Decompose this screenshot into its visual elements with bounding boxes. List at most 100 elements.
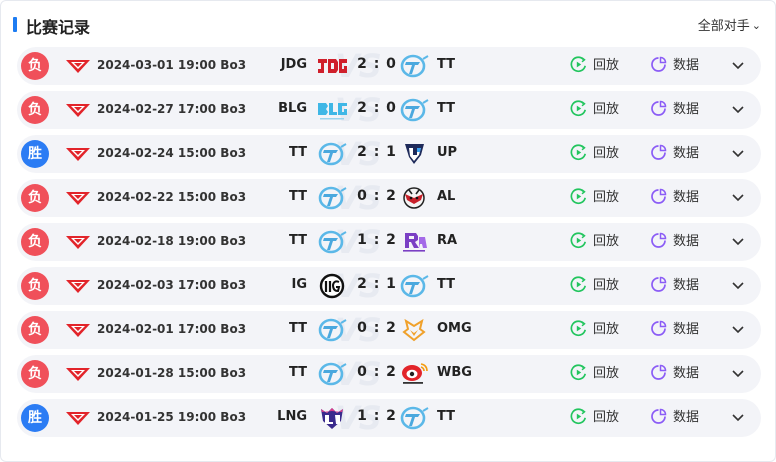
- vs-watermark: VS: [335, 399, 382, 437]
- pie-chart-icon: [650, 320, 667, 337]
- replay-button[interactable]: 回放: [570, 144, 619, 164]
- result-badge: 负: [21, 360, 49, 388]
- pie-chart-icon: [650, 232, 667, 249]
- stats-button[interactable]: 数据: [650, 408, 699, 428]
- match-row[interactable]: 胜 2024-02-24 15:00 Bo3 VS TT 2 : 1 UP 回放 数据: [17, 135, 761, 173]
- opponent-filter-dropdown[interactable]: 全部对手 ⌄: [698, 15, 761, 34]
- team-right-name: RA: [437, 233, 458, 248]
- match-score: 0 : 2: [357, 320, 397, 336]
- pie-chart-icon: [650, 100, 667, 117]
- chevron-down-icon[interactable]: [729, 278, 747, 294]
- stats-button[interactable]: 数据: [650, 56, 699, 76]
- lpl-league-icon: [65, 102, 91, 118]
- tt-logo: [315, 361, 349, 387]
- match-row[interactable]: 负 2024-01-28 15:00 Bo3 VS TT 0 : 2 WBG 回放 数据: [17, 355, 761, 393]
- replay-label: 回放: [593, 190, 620, 205]
- vs-watermark: VS: [335, 47, 382, 85]
- jdg-logo: [315, 53, 349, 79]
- stats-label: 数据: [673, 278, 700, 293]
- panel-header: 比赛记录 全部对手 ⌄: [13, 11, 765, 37]
- match-score: 1 : 2: [357, 408, 397, 424]
- match-datetime: 2024-02-22 15:00 Bo3: [97, 190, 247, 204]
- chevron-down-icon[interactable]: [729, 234, 747, 250]
- replay-button[interactable]: 回放: [570, 276, 619, 296]
- tt-logo: [397, 405, 431, 431]
- team-left-name: TT: [288, 145, 307, 160]
- match-row[interactable]: 负 2024-02-27 17:00 Bo3 VS BLG 2 : 0 TT 回放 数据: [17, 91, 761, 129]
- match-row[interactable]: 负 2024-02-03 17:00 Bo3 VS IG 2 : 1 TT 回放 数据: [17, 267, 761, 305]
- match-row[interactable]: 胜 2024-01-25 19:00 Bo3 VS LNG 1 : 2 TT 回放 数据: [17, 399, 761, 437]
- lpl-league-icon: [65, 322, 91, 338]
- chevron-down-icon[interactable]: [729, 102, 747, 118]
- match-score: 2 : 1: [357, 144, 397, 160]
- stats-label: 数据: [673, 322, 700, 337]
- play-circle-icon: [570, 56, 587, 73]
- stats-button[interactable]: 数据: [650, 232, 699, 252]
- replay-label: 回放: [593, 234, 620, 249]
- stats-label: 数据: [673, 410, 700, 425]
- team-left-name: TT: [288, 189, 307, 204]
- stats-label: 数据: [673, 190, 700, 205]
- match-score: 2 : 0: [357, 56, 397, 72]
- stats-button[interactable]: 数据: [650, 276, 699, 296]
- match-datetime: 2024-02-01 17:00 Bo3: [97, 322, 247, 336]
- stats-label: 数据: [673, 234, 700, 249]
- match-datetime: 2024-01-25 19:00 Bo3: [97, 410, 247, 424]
- result-badge: 胜: [21, 140, 49, 168]
- replay-label: 回放: [593, 146, 620, 161]
- replay-label: 回放: [593, 58, 620, 73]
- stats-button[interactable]: 数据: [650, 320, 699, 340]
- chevron-down-icon[interactable]: [729, 146, 747, 162]
- ig-logo: [315, 273, 349, 299]
- chevron-down-icon[interactable]: [729, 58, 747, 74]
- tt-logo: [397, 53, 431, 79]
- stats-button[interactable]: 数据: [650, 364, 699, 384]
- lpl-league-icon: [65, 234, 91, 250]
- play-circle-icon: [570, 408, 587, 425]
- team-right-name: OMG: [437, 321, 472, 336]
- tt-logo: [315, 141, 349, 167]
- replay-button[interactable]: 回放: [570, 188, 619, 208]
- lpl-league-icon: [65, 366, 91, 382]
- team-right-name: TT: [437, 57, 456, 72]
- match-score: 2 : 1: [357, 276, 397, 292]
- stats-button[interactable]: 数据: [650, 100, 699, 120]
- replay-button[interactable]: 回放: [570, 232, 619, 252]
- match-row[interactable]: 负 2024-02-01 17:00 Bo3 VS TT 0 : 2 OMG 回放 数据: [17, 311, 761, 349]
- lpl-league-icon: [65, 278, 91, 294]
- match-row[interactable]: 负 2024-03-01 19:00 Bo3 VS JDG 2 : 0 TT 回放 数据: [17, 47, 761, 85]
- blg-logo: [315, 97, 349, 123]
- stats-button[interactable]: 数据: [650, 144, 699, 164]
- team-right-name: TT: [437, 409, 456, 424]
- title-accent-bar: [13, 17, 17, 32]
- replay-button[interactable]: 回放: [570, 320, 619, 340]
- stats-label: 数据: [673, 366, 700, 381]
- replay-button[interactable]: 回放: [570, 364, 619, 384]
- replay-button[interactable]: 回放: [570, 100, 619, 120]
- team-left-name: TT: [288, 321, 307, 336]
- chevron-down-icon[interactable]: [729, 322, 747, 338]
- replay-label: 回放: [593, 322, 620, 337]
- play-circle-icon: [570, 188, 587, 205]
- match-row[interactable]: 负 2024-02-18 19:00 Bo3 VS TT 1 : 2 RA 回放 数据: [17, 223, 761, 261]
- replay-button[interactable]: 回放: [570, 408, 619, 428]
- tt-logo: [315, 317, 349, 343]
- play-circle-icon: [570, 320, 587, 337]
- replay-button[interactable]: 回放: [570, 56, 619, 76]
- chevron-down-icon[interactable]: [729, 410, 747, 426]
- chevron-down-icon[interactable]: [729, 190, 747, 206]
- omg-logo: [397, 317, 431, 343]
- team-right-name: AL: [437, 189, 456, 204]
- pie-chart-icon: [650, 144, 667, 161]
- vs-watermark: VS: [335, 91, 382, 129]
- pie-chart-icon: [650, 364, 667, 381]
- replay-label: 回放: [593, 102, 620, 117]
- team-left-name: IG: [291, 277, 307, 292]
- stats-button[interactable]: 数据: [650, 188, 699, 208]
- chevron-down-icon[interactable]: [729, 366, 747, 382]
- result-badge: 负: [21, 272, 49, 300]
- play-circle-icon: [570, 144, 587, 161]
- match-row[interactable]: 负 2024-02-22 15:00 Bo3 VS TT 0 : 2 AL 回放 数据: [17, 179, 761, 217]
- pie-chart-icon: [650, 56, 667, 73]
